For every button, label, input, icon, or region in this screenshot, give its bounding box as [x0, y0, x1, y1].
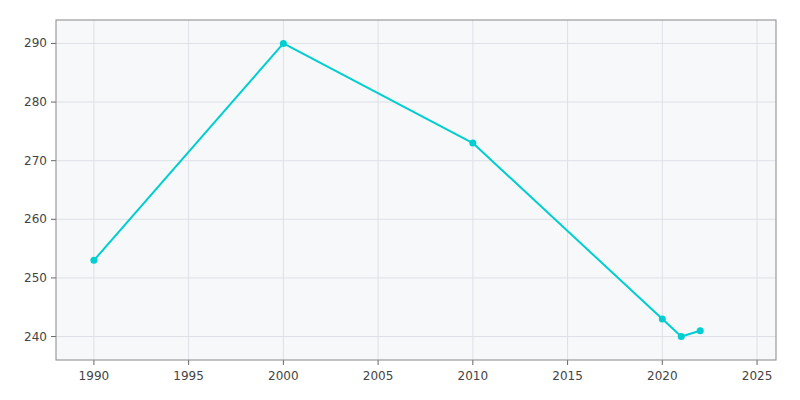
x-grid-line: [757, 20, 758, 360]
x-tick-label: 1995: [173, 369, 204, 383]
plot-background: [56, 20, 776, 360]
x-grid-line: [188, 20, 189, 360]
x-grid-line: [472, 20, 473, 360]
chart-container: 1990 1995 2000 2005 2010 2015 2020 2025 240 250 26…: [0, 0, 800, 400]
y-tick: [51, 160, 56, 161]
x-tick-label: 2005: [363, 369, 394, 383]
y-tick-label: 240: [24, 330, 47, 344]
x-tick-label: 1990: [79, 369, 110, 383]
x-tick-label: 2025: [742, 369, 773, 383]
grid: [56, 20, 776, 360]
y-grid-line: [56, 160, 776, 161]
x-grid-line: [283, 20, 284, 360]
y-tick: [51, 336, 56, 337]
y-tick-label: 260: [24, 212, 47, 226]
chart: 1990 1995 2000 2005 2010 2015 2020 2025 240 250 26…: [0, 0, 800, 400]
x-grid-line: [93, 20, 94, 360]
y-tick-label: 250: [24, 271, 47, 285]
axes: 1990 1995 2000 2005 2010 2015 2020 2025 240 250 26…: [24, 20, 776, 383]
point: [659, 315, 666, 322]
x-tick: [283, 360, 284, 365]
x-grid-line: [662, 20, 663, 360]
x-tick: [757, 360, 758, 365]
y-tick-label: 270: [24, 154, 47, 168]
x-tick: [188, 360, 189, 365]
point: [90, 257, 97, 264]
line: [94, 43, 700, 336]
x-tick: [662, 360, 663, 365]
data-layer: [90, 40, 703, 340]
x-tick-label: 2015: [552, 369, 583, 383]
y-tick: [51, 219, 56, 220]
x-tick: [472, 360, 473, 365]
point: [697, 327, 704, 334]
x-tick: [93, 360, 94, 365]
x-grid-line: [567, 20, 568, 360]
y-tick: [51, 102, 56, 103]
x-tick-label: 2000: [268, 369, 299, 383]
plot-frame: [56, 20, 776, 360]
point: [280, 40, 287, 47]
point: [469, 140, 476, 147]
y-grid-line: [56, 219, 776, 220]
y-grid-line: [56, 43, 776, 44]
y-tick: [51, 43, 56, 44]
x-tick-label: 2010: [458, 369, 489, 383]
point: [678, 333, 685, 340]
y-grid-line: [56, 277, 776, 278]
x-tick: [567, 360, 568, 365]
x-tick: [378, 360, 379, 365]
x-tick-label: 2020: [647, 369, 678, 383]
y-tick-label: 290: [24, 36, 47, 50]
y-tick-label: 280: [24, 95, 47, 109]
y-grid-line: [56, 336, 776, 337]
x-grid-line: [378, 20, 379, 360]
y-grid-line: [56, 102, 776, 103]
y-tick: [51, 277, 56, 278]
